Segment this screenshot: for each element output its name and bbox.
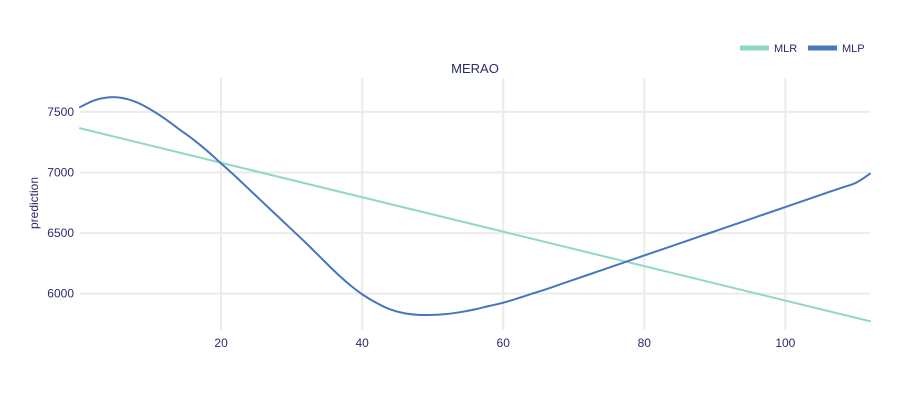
y-axis-label: prediction (27, 177, 41, 229)
y-tick-label-3: 7500 (47, 105, 74, 119)
legend-item-mlr[interactable]: MLR (740, 43, 797, 55)
legend[interactable]: MLR MLP (740, 43, 865, 55)
legend-label-mlp: MLP (842, 43, 865, 55)
series-line-mlp[interactable] (79, 96, 871, 317)
x-tick-label-0: 20 (214, 336, 228, 350)
legend-item-mlp[interactable]: MLP (808, 43, 865, 55)
x-tick-label-2: 60 (497, 336, 511, 350)
y-tick-label-1: 6500 (47, 226, 74, 240)
x-tick-label-3: 80 (638, 336, 652, 350)
x-tick-label-4: 100 (775, 336, 795, 350)
series-line-mlr[interactable] (79, 127, 871, 323)
x-tick-label-1: 40 (355, 336, 369, 350)
y-tick-label-0: 6000 (47, 287, 74, 301)
chart-title: MERAO (451, 61, 499, 76)
grid-layer (80, 78, 870, 330)
legend-label-mlr: MLR (774, 43, 797, 55)
axis-layer: 20 40 60 80 100 6000 6500 7000 7500 (47, 105, 795, 350)
series-layer (79, 96, 871, 323)
y-tick-label-2: 7000 (47, 166, 74, 180)
